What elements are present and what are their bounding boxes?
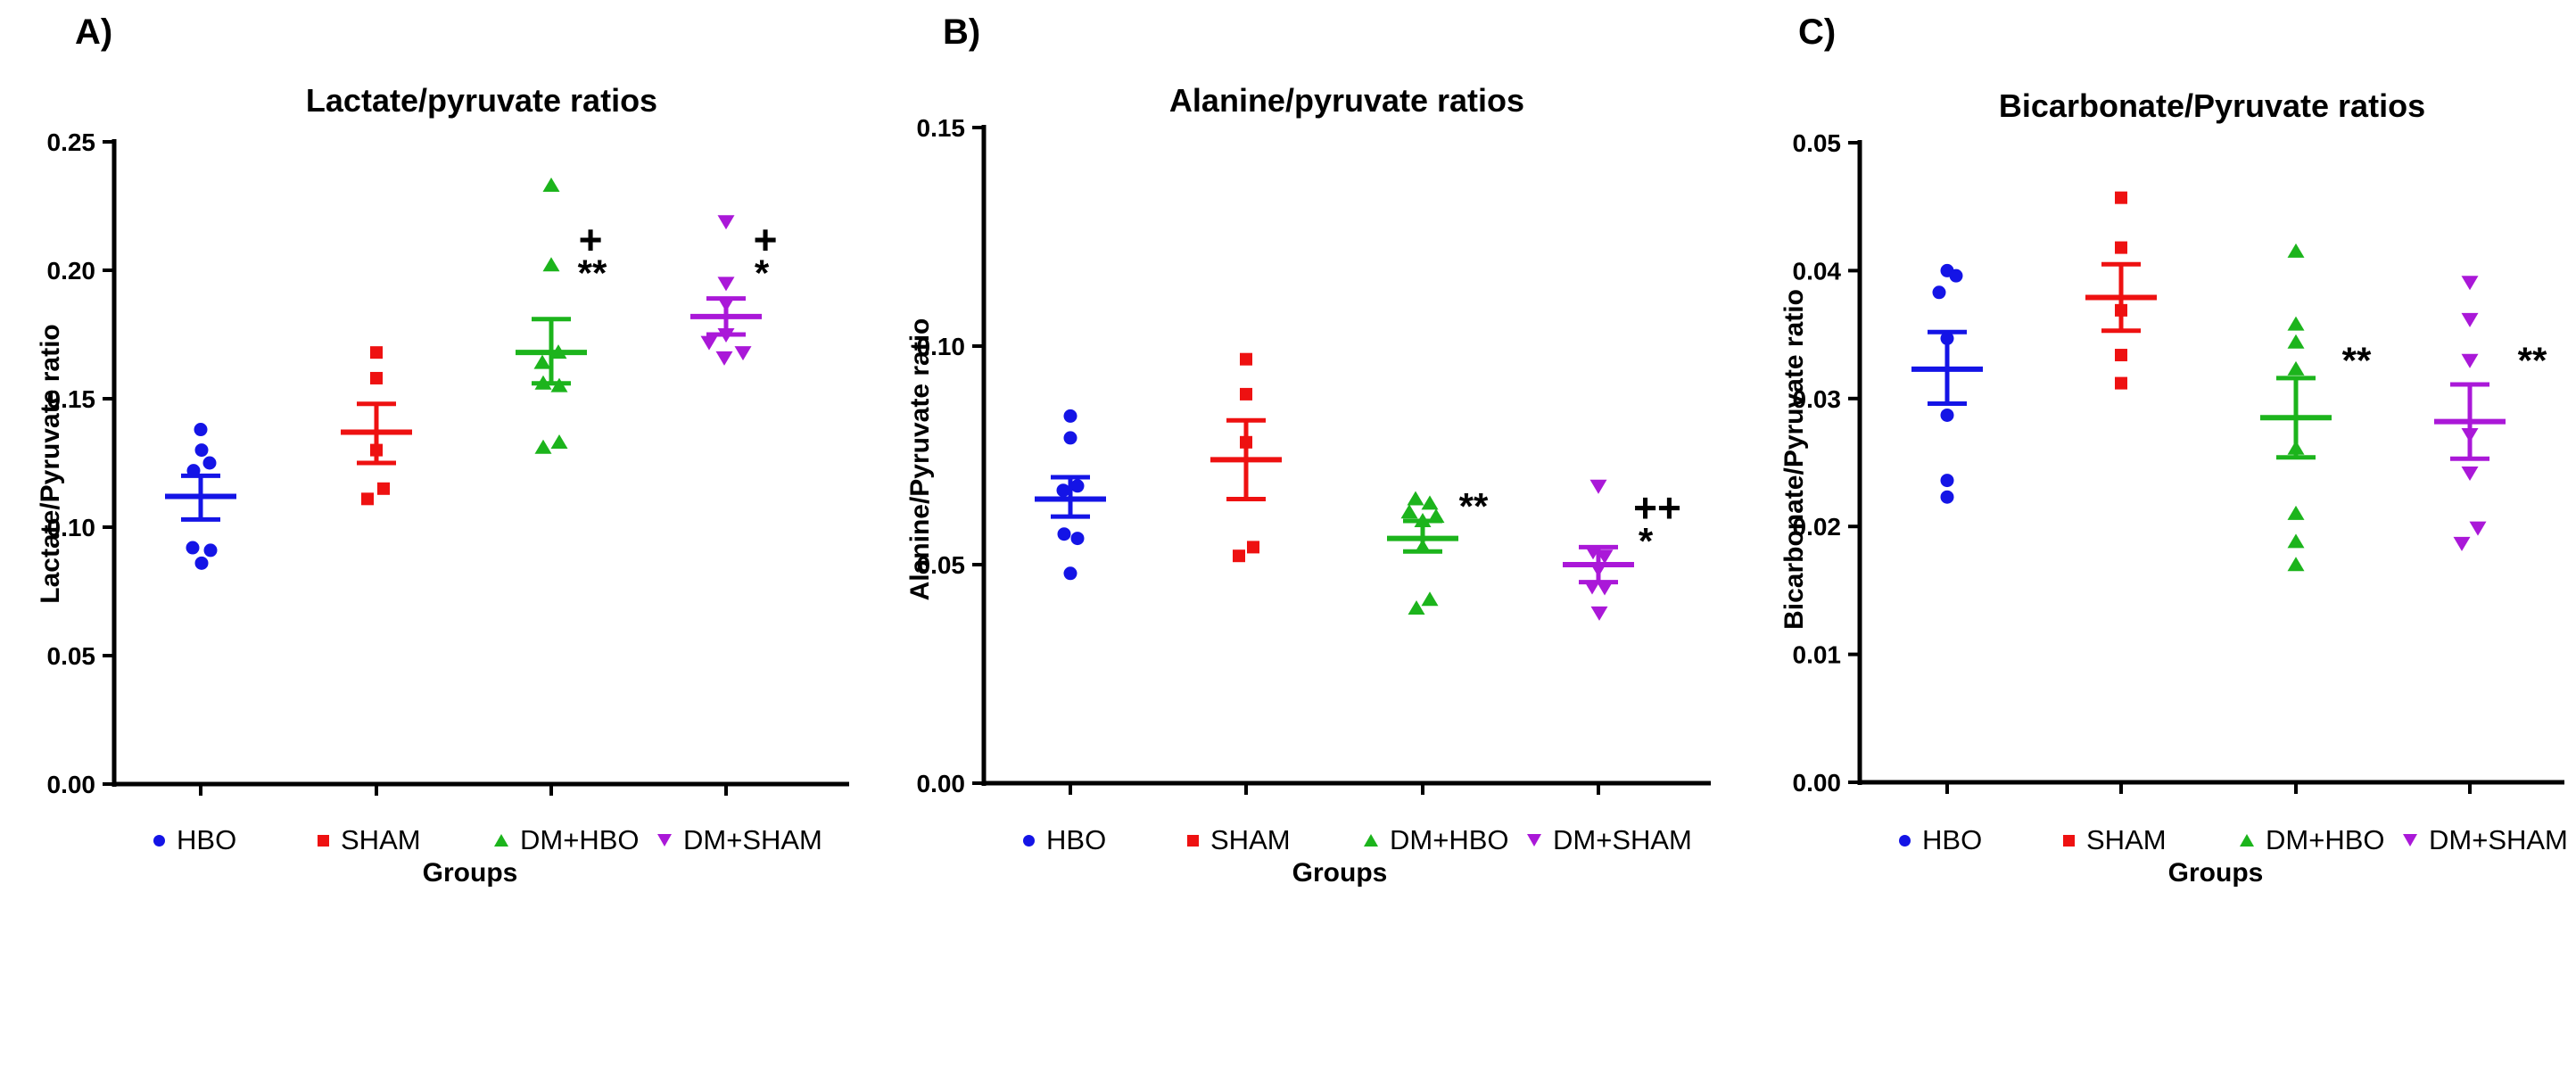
legend-label: DM+HBO: [2266, 824, 2385, 855]
legend-label: SHAM: [1210, 824, 1291, 855]
svg-text:0.05: 0.05: [1793, 129, 1842, 157]
legend-label: DM+SHAM: [683, 824, 822, 855]
sham-square-icon: [318, 834, 329, 847]
svg-text:++: ++: [1633, 484, 1681, 531]
legend-label: DM+HBO: [1390, 824, 1509, 855]
svg-text:0.25: 0.25: [47, 128, 96, 156]
legend-label: DM+SHAM: [2429, 824, 2568, 855]
legend-item-dm-sham: DM+SHAM: [2403, 824, 2568, 855]
svg-text:0.00: 0.00: [47, 771, 96, 798]
svg-text:*: *: [755, 252, 770, 294]
legend-item-dm-sham: DM+SHAM: [1527, 824, 1692, 855]
legend-item-hbo: HBO: [1899, 824, 1983, 855]
svg-text:+: +: [754, 216, 778, 262]
svg-text:0.15: 0.15: [47, 385, 96, 413]
legend-item-dm-hbo: DM+HBO: [1364, 824, 1509, 855]
svg-text:0.01: 0.01: [1793, 641, 1842, 669]
svg-text:0.10: 0.10: [47, 514, 96, 541]
svg-text:0.05: 0.05: [47, 642, 96, 670]
panel-a-letter: A): [75, 12, 113, 52]
svg-text:+: +: [579, 216, 603, 262]
legend-label: DM+HBO: [520, 824, 640, 855]
legend-item-hbo: HBO: [153, 824, 237, 855]
panel-c-letter: C): [1798, 12, 1837, 52]
legend-label: DM+SHAM: [1553, 824, 1692, 855]
panel-b-y-axis-label: Alanine/Pyruvate ratio: [905, 318, 935, 601]
legend-item-sham: SHAM: [2063, 824, 2167, 855]
panel-a-title: Lactate/pyruvate ratios: [305, 82, 658, 119]
dm-sham-triangle-down-icon: [2403, 834, 2417, 847]
legend-label: SHAM: [341, 824, 421, 855]
panel-c-x-axis-label: Groups: [2167, 858, 2264, 888]
panel-b-letter: B): [943, 12, 981, 52]
legend-item-dm-hbo: DM+HBO: [494, 824, 640, 855]
hbo-circle-icon: [1023, 834, 1035, 847]
panel-c-title: Bicarbonate/Pyruvate ratios: [1998, 87, 2426, 124]
svg-text:*: *: [1639, 520, 1654, 562]
panel-a-y-axis-label: Lactate/Pyruvate ratio: [36, 324, 65, 604]
dm-sham-triangle-down-icon: [657, 834, 672, 847]
panel-b-x-axis-label: Groups: [1292, 858, 1388, 888]
legend-item-dm-hbo: DM+HBO: [2240, 824, 2385, 855]
panel-c-y-axis-label: Bicarbonate/Pyruvate ratio: [1779, 289, 1809, 630]
svg-text:0.00: 0.00: [1793, 769, 1842, 797]
svg-text:**: **: [2342, 339, 2372, 381]
legend-label: HBO: [1922, 824, 1983, 855]
svg-text:0.00: 0.00: [917, 770, 966, 797]
svg-text:0.02: 0.02: [1793, 513, 1842, 541]
dm-hbo-triangle-up-icon: [1364, 834, 1378, 847]
svg-text:**: **: [2518, 339, 2547, 381]
legend-label: SHAM: [2086, 824, 2167, 855]
svg-text:0.15: 0.15: [917, 114, 966, 142]
legend-label: HBO: [1046, 824, 1107, 855]
svg-text:**: **: [578, 252, 607, 294]
sham-square-icon: [2063, 834, 2075, 847]
legend-item-sham: SHAM: [318, 824, 421, 855]
sham-square-icon: [1187, 834, 1199, 847]
svg-text:0.05: 0.05: [917, 551, 966, 579]
svg-text:0.10: 0.10: [917, 333, 966, 360]
svg-text:0.04: 0.04: [1793, 257, 1842, 285]
panel-a-x-axis-label: Groups: [422, 858, 518, 888]
legend-label: HBO: [177, 824, 237, 855]
panel-b-title: Alanine/pyruvate ratios: [1168, 82, 1525, 119]
legend-item-dm-sham: DM+SHAM: [657, 824, 822, 855]
svg-text:0.03: 0.03: [1793, 385, 1842, 413]
svg-text:0.20: 0.20: [47, 257, 96, 285]
hbo-circle-icon: [1899, 834, 1911, 847]
hbo-circle-icon: [153, 834, 165, 847]
legend-item-sham: SHAM: [1187, 824, 1291, 855]
svg-text:**: **: [1459, 485, 1489, 527]
dm-hbo-triangle-up-icon: [494, 834, 508, 847]
dm-hbo-triangle-up-icon: [2240, 834, 2254, 847]
dm-sham-triangle-down-icon: [1527, 834, 1541, 847]
legend-item-hbo: HBO: [1023, 824, 1107, 855]
